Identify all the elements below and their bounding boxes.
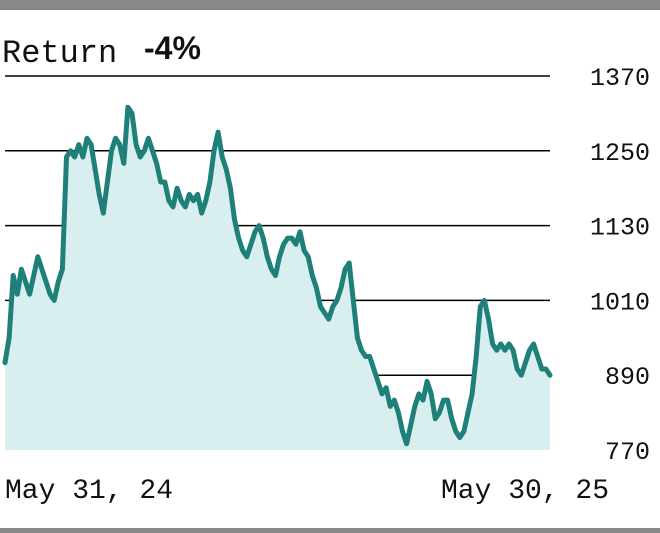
price-series-line [2,104,553,447]
return-value: -4% [144,30,201,66]
area-fill [5,107,550,450]
chart-title: Return -4% [0,28,225,72]
y-tick-label: 1370 [590,64,650,93]
frame-bottom-border [0,528,660,533]
y-tick-label: 1130 [590,214,650,243]
x-axis-end-label: May 30, 25 [441,476,609,507]
y-tick-label: 770 [605,438,650,467]
y-tick-label: 1010 [590,288,650,317]
y-axis-tick-labels: 1370 1250 1130 1010 890 770 [590,64,650,467]
return-label: Return [2,35,117,72]
frame-top-border [0,0,660,10]
data-area [2,104,553,450]
y-tick-label: 890 [605,363,650,392]
title-background [0,28,225,72]
x-axis: May 31, 24 May 30, 25 [5,476,609,507]
x-axis-start-label: May 31, 24 [5,476,173,507]
y-tick-label: 1250 [590,139,650,168]
